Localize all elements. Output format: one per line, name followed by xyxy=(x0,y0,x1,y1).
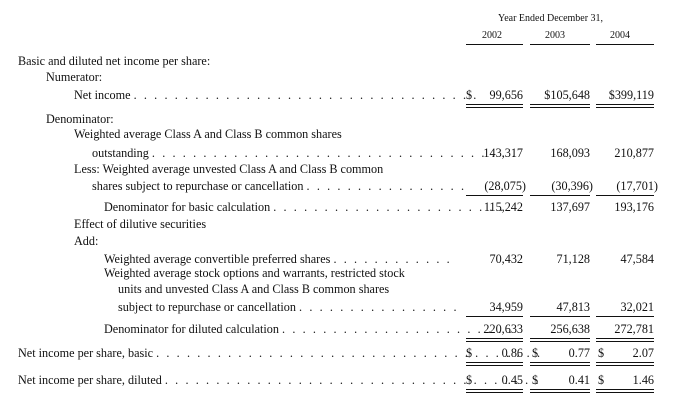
row-label: Denominator for diluted calculation xyxy=(104,322,279,336)
denom-diluted-2003: 256,638 xyxy=(550,322,590,336)
row-label: Denominator for basic calculation xyxy=(104,200,271,214)
less-unvested-2002: (28,075) xyxy=(484,179,526,193)
leader-dots: . . . . . . . . . . . . . . . . xyxy=(306,179,467,193)
leader-dots: . . . . . . . . . . . . . . . . . . . . … xyxy=(282,322,514,336)
weighted-shares-line1: Weighted average Class A and Class B com… xyxy=(74,127,342,141)
eps-diluted-rule-2004 xyxy=(596,389,654,393)
row-label: shares subject to repurchase or cancella… xyxy=(92,179,304,193)
eps-basic-2002: 0.86 xyxy=(501,346,523,360)
diluted-rule-2004 xyxy=(596,338,654,342)
net-income-rule-2003 xyxy=(530,104,590,108)
less-rule-2002 xyxy=(466,195,523,196)
eps-basic-rule-2004 xyxy=(596,362,654,366)
period-header: Year Ended December 31, xyxy=(498,13,604,24)
net-income-rule-2004 xyxy=(596,104,654,108)
add-label: Add: xyxy=(74,234,99,248)
dollar-sign: $ xyxy=(466,88,473,102)
options-2004: 32,021 xyxy=(620,300,654,314)
leader-dots: . . . . . . . . . . . . . . . . . . . . … xyxy=(164,373,541,387)
header-rule-2004 xyxy=(596,44,654,45)
denom-basic-2003: 137,697 xyxy=(550,200,590,214)
section-title: Basic and diluted net income per share: xyxy=(18,54,211,68)
eps-basic-2003: 0.77 xyxy=(568,346,590,360)
dilutive-label: Effect of dilutive securities xyxy=(74,217,207,231)
net-income-rule-2002 xyxy=(466,104,523,108)
leader-dots: . . . . . . . . . . . . . . . . . . . . … xyxy=(156,346,543,360)
numerator-label: Numerator: xyxy=(46,70,103,84)
header-rule-2002 xyxy=(466,44,523,45)
diluted-rule-2003 xyxy=(530,338,590,342)
convertible-label: Weighted average convertible preferred s… xyxy=(104,252,452,266)
dollar-sign: $ xyxy=(466,346,473,360)
convertible-2004: 47,584 xyxy=(620,252,654,266)
options-2002: 34,959 xyxy=(489,300,523,314)
weighted-shares-2003: 168,093 xyxy=(550,146,590,160)
net-income-2002: 99,656 xyxy=(489,88,523,102)
eps-diluted-2002: 0.45 xyxy=(501,373,523,387)
eps-basic-rule-2002 xyxy=(466,362,523,366)
row-label: Weighted average convertible preferred s… xyxy=(104,252,331,266)
net-income-label: Net income . . . . . . . . . . . . . . .… xyxy=(74,88,478,102)
less-unvested-line1: Less: Weighted average unvested Class A … xyxy=(74,162,384,176)
options-rule-2002 xyxy=(466,316,523,317)
weighted-shares-2004: 210,877 xyxy=(614,146,654,160)
denom-basic-label: Denominator for basic calculation . . . … xyxy=(104,200,505,214)
row-label: subject to repurchase or cancellation xyxy=(118,300,296,314)
less-unvested-label: shares subject to repurchase or cancella… xyxy=(92,179,466,193)
denom-diluted-2002: 220,633 xyxy=(483,322,523,336)
dollar-sign: $ xyxy=(532,346,539,360)
denominator-label: Denominator: xyxy=(46,112,114,126)
weighted-shares-2002: 143,317 xyxy=(483,146,523,160)
year-2002-header: 2002 xyxy=(482,30,502,41)
leader-dots: . . . . . . . . . . . . xyxy=(333,252,452,266)
net-income-2003: $105,648 xyxy=(544,88,590,102)
diluted-rule-2002 xyxy=(466,338,523,342)
weighted-shares-label: outstanding . . . . . . . . . . . . . . … xyxy=(92,146,517,160)
less-rule-2004 xyxy=(596,195,654,196)
leader-dots: . . . . . . . . . . . . . . . . . . . . … xyxy=(151,146,518,160)
leader-dots: . . . . . . . . . . . . . . . . . . . . … xyxy=(133,88,479,102)
less-unvested-2004: (17,701) xyxy=(616,179,658,193)
row-label: Net income per share, diluted xyxy=(18,373,162,387)
denom-basic-2002: 115,242 xyxy=(483,200,523,214)
eps-diluted-2003: 0.41 xyxy=(568,373,590,387)
convertible-2002: 70,432 xyxy=(489,252,523,266)
less-unvested-2003: (30,396) xyxy=(551,179,593,193)
denom-diluted-2004: 272,781 xyxy=(614,322,654,336)
year-2004-header: 2004 xyxy=(610,30,630,41)
options-2003: 47,813 xyxy=(556,300,590,314)
dollar-sign: $ xyxy=(598,373,605,387)
options-line2: units and unvested Class A and Class B c… xyxy=(118,282,390,296)
eps-diluted-2004: 1.46 xyxy=(632,373,654,387)
eps-basic-rule-2003 xyxy=(530,362,590,366)
denom-basic-2004: 193,176 xyxy=(614,200,654,214)
eps-diluted-rule-2002 xyxy=(466,389,523,393)
eps-diluted-rule-2003 xyxy=(530,389,590,393)
less-rule-2003 xyxy=(530,195,590,196)
row-label: Net income per share, basic xyxy=(18,346,154,360)
net-income-2004: $399,119 xyxy=(608,88,654,102)
options-line1: Weighted average stock options and warra… xyxy=(104,266,405,280)
denom-diluted-label: Denominator for diluted calculation . . … xyxy=(104,322,514,336)
header-rule-2003 xyxy=(530,44,590,45)
eps-diluted-label: Net income per share, diluted . . . . . … xyxy=(18,373,541,387)
convertible-2003: 71,128 xyxy=(556,252,590,266)
dollar-sign: $ xyxy=(466,373,473,387)
year-2003-header: 2003 xyxy=(545,30,565,41)
options-label: subject to repurchase or cancellation . … xyxy=(118,300,459,314)
dollar-sign: $ xyxy=(598,346,605,360)
eps-basic-label: Net income per share, basic . . . . . . … xyxy=(18,346,542,360)
eps-basic-2004: 2.07 xyxy=(632,346,654,360)
leader-dots: . . . . . . . . . . . . . . . . xyxy=(299,300,459,314)
options-rule-2003 xyxy=(530,316,590,317)
row-label: Net income xyxy=(74,88,131,102)
leader-dots: . . . . . . . . . . . . . . . . . . . . … xyxy=(273,200,505,214)
row-label: outstanding xyxy=(92,146,149,160)
options-rule-2004 xyxy=(596,316,654,317)
dollar-sign: $ xyxy=(532,373,539,387)
